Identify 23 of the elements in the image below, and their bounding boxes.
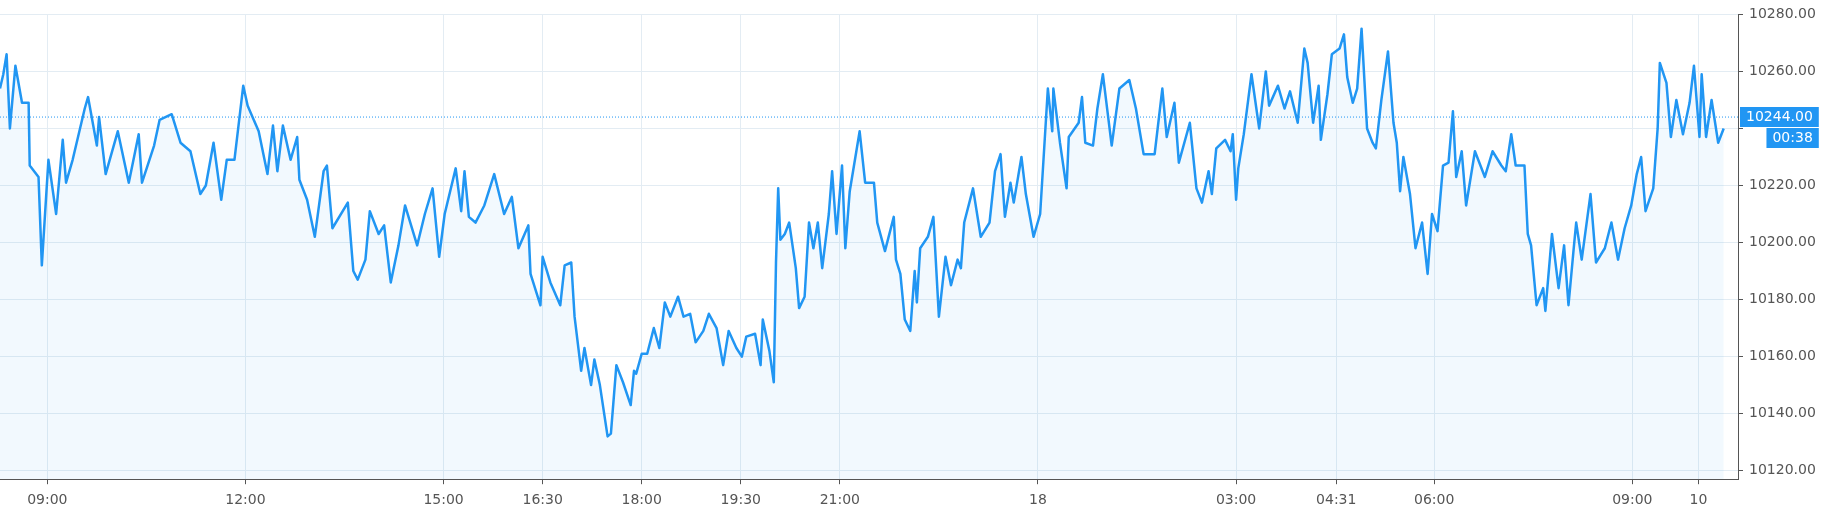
x-tick-label: 03:00 [1215, 491, 1257, 508]
x-tick-label: 12:00 [225, 491, 266, 508]
x-tick-label: 18 [1029, 491, 1047, 508]
x-tick-label: 16:30 [522, 491, 563, 508]
x-tick-label: 09:00 [27, 491, 68, 508]
x-tick-label: 21:00 [819, 491, 861, 508]
y-tick-label: 10140.00 [1749, 404, 1816, 421]
y-tick-label: 10260.00 [1749, 62, 1816, 79]
y-tick-label: 10160.00 [1749, 347, 1816, 364]
y-tick-label: 10120.00 [1749, 461, 1816, 478]
text: 00:38 [1772, 128, 1813, 145]
x-tick-label: 18:00 [621, 491, 662, 508]
y-tick-label: 10280.00 [1749, 5, 1816, 22]
y-tick-label: 10200.00 [1749, 233, 1816, 250]
x-tick-label: 06:00 [1414, 491, 1455, 508]
x-tick-label: 19:30 [720, 491, 761, 508]
y-tick-label: 10220.00 [1749, 176, 1816, 193]
x-tick-label: 10 [1689, 491, 1708, 508]
ref-line-label: 10244.00 [1746, 107, 1813, 124]
x-tick-label: 09:00 [1612, 491, 1653, 508]
x-tick-label: 15:00 [423, 491, 464, 508]
x-tick-label: 04:31 [1316, 491, 1357, 508]
y-tick-label: 10180.00 [1749, 290, 1816, 307]
